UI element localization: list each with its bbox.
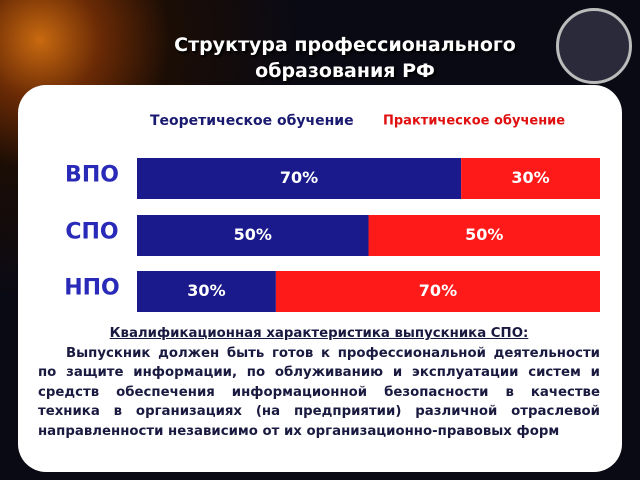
bar-segment bbox=[368, 215, 600, 256]
category-label: НПО bbox=[64, 276, 120, 301]
category-label: СПО bbox=[65, 220, 118, 245]
value-label: 30% bbox=[511, 168, 549, 187]
legend-label: Практическое обучение bbox=[383, 114, 565, 129]
bar-segment bbox=[137, 215, 369, 256]
bar-segment bbox=[137, 271, 276, 312]
bar-segment bbox=[461, 158, 600, 199]
value-label: 50% bbox=[234, 225, 272, 244]
legend-label: Теоретическое обучение bbox=[150, 113, 354, 129]
slide-title: Структура профессионального образования … bbox=[174, 34, 516, 82]
bar-segment bbox=[137, 158, 462, 199]
value-label: 70% bbox=[280, 168, 318, 187]
bar-segment bbox=[275, 271, 600, 312]
logo bbox=[556, 8, 632, 84]
value-label: 30% bbox=[187, 281, 225, 300]
description-body: Выпускник должен быть готов к профессион… bbox=[38, 345, 600, 439]
description: Квалификационная характеристика выпускни… bbox=[38, 324, 600, 441]
description-heading: Квалификационная характеристика выпускни… bbox=[109, 326, 529, 341]
value-label: 70% bbox=[419, 281, 457, 300]
value-label: 50% bbox=[465, 225, 503, 244]
category-label: ВПО bbox=[65, 163, 119, 188]
